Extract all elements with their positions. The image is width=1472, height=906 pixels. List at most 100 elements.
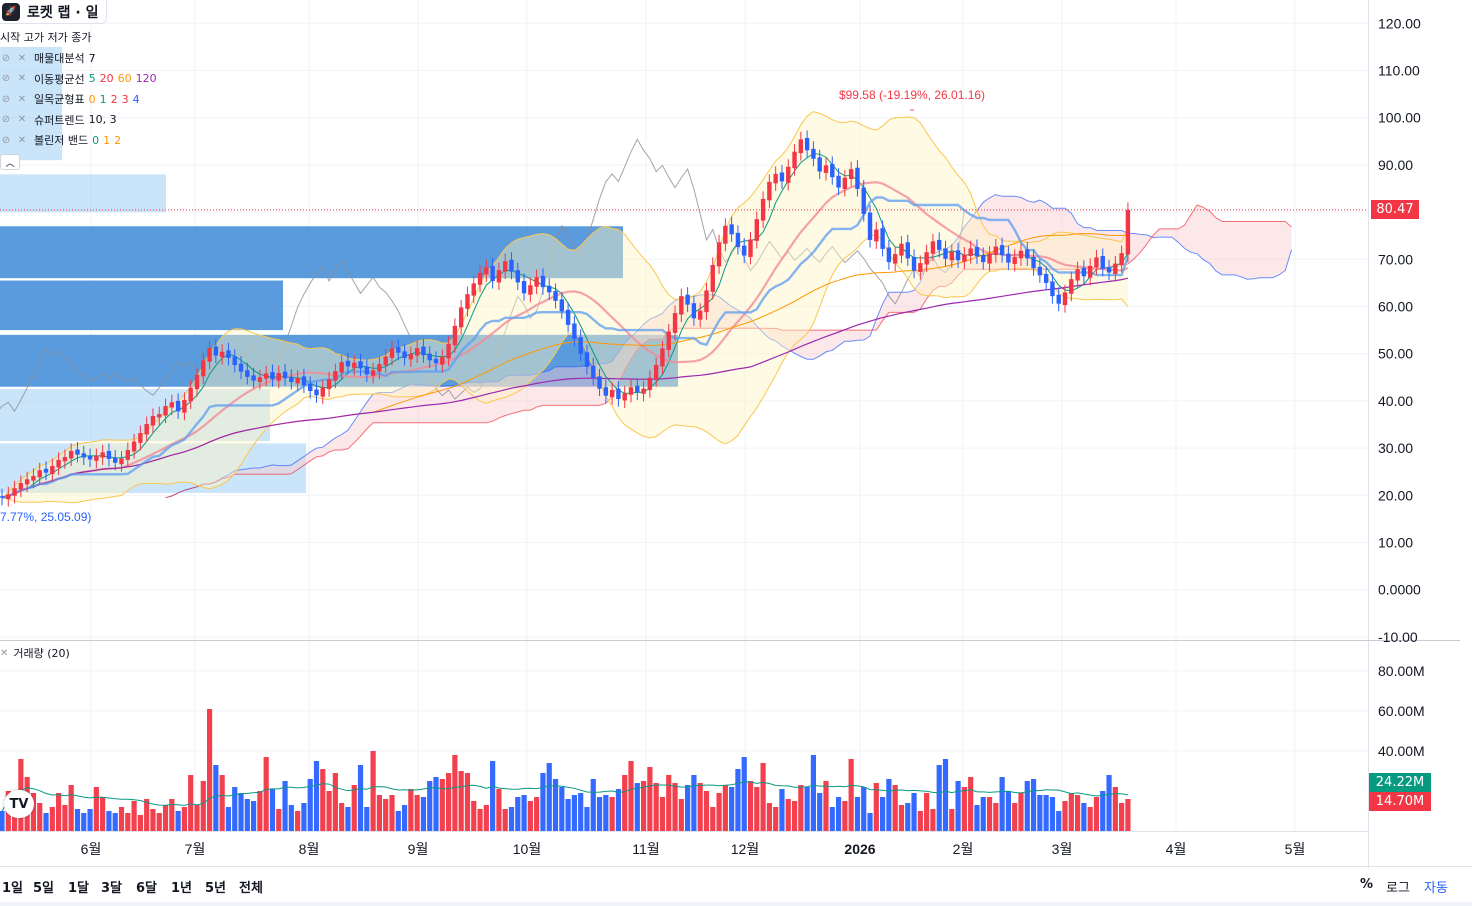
indicator-legend-row[interactable]: ⊘ ✕ 일목균형표 0 1 2 3 4 (0, 91, 144, 107)
eye-crossed-icon[interactable]: ⊘ (1, 52, 11, 64)
candle (968, 240, 973, 264)
candle-body (245, 370, 250, 377)
indicator-legend-row[interactable]: ⊘ ✕ 이동평균선 5 20 60 120 (0, 71, 161, 87)
close-icon[interactable]: ✕ (17, 114, 27, 125)
volume-bar (584, 807, 590, 831)
eye-crossed-icon[interactable]: ⊘ (1, 93, 11, 105)
indicator-legend-row[interactable]: ⊘ ✕ 볼린저 밴드 0 1 2 (0, 132, 125, 148)
candle-body (364, 366, 370, 375)
volume-bar (886, 779, 892, 831)
tradingview-logo[interactable]: TV (4, 790, 34, 818)
price-axis-label: 50.00 (1378, 346, 1413, 362)
ma5-line (1, 152, 1129, 499)
candle-body (263, 373, 269, 379)
candle (100, 444, 105, 466)
candle-body (918, 263, 923, 273)
range-button-4[interactable]: 6달 (136, 881, 158, 896)
close-icon[interactable]: ✕ (17, 134, 27, 146)
volume-bar (445, 773, 452, 831)
range-button-3[interactable]: 3달 (101, 881, 123, 896)
close-icon[interactable]: ✕ (0, 647, 9, 659)
time-axis-label: 4월 (1166, 841, 1187, 857)
candle-body (175, 400, 181, 412)
volume-bar (295, 811, 301, 831)
volume-bar (1062, 801, 1068, 831)
candle-body (974, 247, 980, 257)
indicator-name: 슈퍼트렌드 (34, 113, 85, 127)
volume-bar (326, 791, 332, 831)
indicator-legend-row[interactable]: ⊘ ✕ 매물대분석 7 (0, 50, 100, 66)
candle (6, 486, 11, 507)
candle-body (1087, 265, 1093, 278)
time-axis-label: 2026 (844, 841, 875, 857)
ohlc-labels: 시작 고가 저가 종가 (0, 31, 92, 44)
candle-body (880, 228, 885, 249)
ichimoku-cloud-fill (165, 194, 1292, 498)
collapse-legend-button[interactable]: ︿ (0, 154, 20, 170)
close-icon[interactable]: ✕ (17, 93, 27, 105)
volume-bar (552, 779, 559, 831)
volume-bar (131, 801, 137, 831)
volume-bar (810, 755, 817, 831)
candle-body (1113, 263, 1118, 274)
candle-body (389, 348, 395, 358)
candle-body (1100, 255, 1105, 269)
eye-crossed-icon[interactable]: ⊘ (1, 114, 11, 125)
candle (553, 283, 558, 309)
candle-body (1069, 279, 1074, 294)
candle (182, 392, 187, 421)
candle-body (773, 173, 778, 184)
candle (295, 370, 300, 391)
volume-profile-bar (0, 389, 270, 442)
candle (943, 240, 948, 267)
candle (509, 252, 514, 280)
volume-bar (144, 799, 150, 831)
volume-bar (150, 809, 156, 831)
volume-bar (206, 709, 213, 831)
time-axis-label: 10월 (513, 841, 541, 857)
volume-bar (974, 805, 980, 831)
candle (414, 340, 420, 364)
close-icon[interactable]: ✕ (17, 52, 27, 64)
scale-option-1[interactable]: 로그 (1386, 881, 1410, 896)
volume-bar (87, 809, 93, 831)
indicator-legend-row[interactable]: ⊘ ✕ 슈퍼트렌드 10, 3 (0, 112, 121, 128)
candle (314, 382, 319, 403)
candle (339, 354, 344, 381)
range-button-2[interactable]: 1달 (68, 881, 90, 896)
range-button-1[interactable]: 5일 (33, 881, 55, 896)
candle (899, 236, 904, 264)
volume-bar (540, 773, 546, 831)
range-button-7[interactable]: 전체 (239, 881, 263, 896)
candle-body (219, 351, 225, 358)
candle-body (345, 360, 351, 367)
scale-option-2[interactable]: 자동 (1424, 881, 1448, 896)
scale-option-0[interactable]: % (1360, 877, 1374, 892)
volume-bar (502, 809, 508, 831)
candle (503, 253, 508, 280)
volume-profile-bar (0, 226, 623, 279)
volume-bar (1119, 803, 1125, 831)
volume-profile (0, 46, 678, 493)
candle-body (56, 459, 61, 468)
range-button-5[interactable]: 1년 (171, 881, 193, 896)
candle (24, 471, 30, 492)
candle-body (653, 365, 659, 380)
close-icon[interactable]: ✕ (17, 73, 27, 84)
candle-body (81, 453, 86, 458)
volume-axis-label: 80.00M (1378, 663, 1425, 679)
volume-bar (936, 765, 942, 831)
candle (263, 365, 269, 387)
time-axis-label: 7월 (185, 841, 206, 857)
candle (635, 378, 640, 400)
eye-crossed-icon[interactable]: ⊘ (1, 73, 11, 84)
volume-axis-label: 40.00M (1378, 743, 1425, 759)
eye-crossed-icon[interactable]: ⊘ (1, 134, 11, 146)
symbol-title-box[interactable]: 🚀 로켓 랩 · 일 (0, 0, 108, 24)
range-button-0[interactable]: 1일 (2, 881, 24, 896)
price-axis-label: -10.00 (1378, 629, 1418, 645)
candle-body (1037, 266, 1043, 276)
range-button-6[interactable]: 5년 (205, 881, 227, 896)
candle (578, 329, 583, 362)
